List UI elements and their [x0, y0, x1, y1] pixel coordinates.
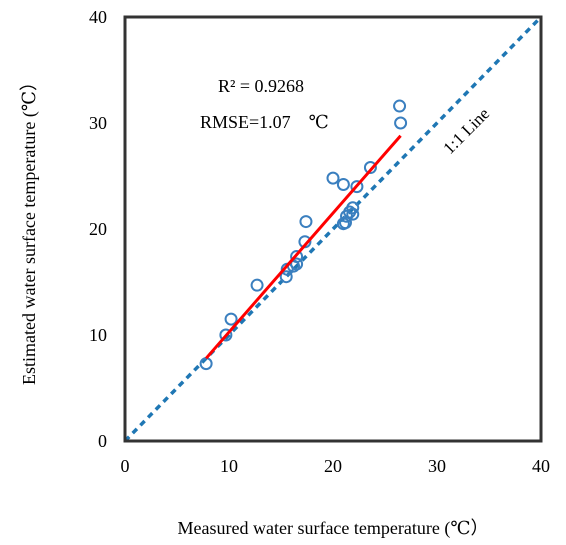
r2-annotation: R² = 0.9268: [218, 76, 304, 96]
data-point: [394, 116, 408, 130]
data-point: [224, 312, 238, 326]
plot-area: [125, 17, 541, 441]
y-axis-label: Estimated water surface temperature (℃）: [19, 73, 40, 385]
y-tick-labels: 0 10 20 30 40: [89, 7, 107, 451]
y-tick-label: 30: [89, 113, 107, 133]
y-tick-label: 40: [89, 7, 107, 27]
y-tick-label: 10: [89, 325, 107, 345]
fit-line: [204, 134, 402, 360]
x-tick-label: 30: [428, 456, 446, 476]
plot-frame: [123, 15, 543, 443]
y-tick-label: 0: [98, 431, 107, 451]
x-tick-label: 10: [220, 456, 238, 476]
data-point: [279, 270, 293, 284]
x-tick-label: 40: [532, 456, 550, 476]
data-point: [346, 201, 360, 215]
data-point: [299, 215, 313, 229]
y-tick-label: 20: [89, 219, 107, 239]
data-point: [393, 99, 407, 113]
x-tick-label: 20: [324, 456, 342, 476]
data-point: [219, 328, 233, 342]
data-point: [363, 161, 377, 175]
data-point: [336, 177, 350, 191]
data-point: [326, 171, 340, 185]
x-tick-label: 0: [121, 456, 130, 476]
rmse-annotation: RMSE=1.07 ℃: [200, 112, 329, 132]
data-point: [290, 250, 304, 264]
data-point: [338, 216, 352, 230]
fit-line-layer: [204, 134, 402, 360]
data-point: [346, 207, 360, 221]
data-point: [350, 180, 364, 194]
data-point: [290, 257, 304, 271]
x-axis-label: Measured water surface temperature (℃）: [178, 518, 489, 539]
x-tick-labels: 0 10 20 30 40: [121, 456, 551, 476]
data-point: [250, 278, 264, 292]
